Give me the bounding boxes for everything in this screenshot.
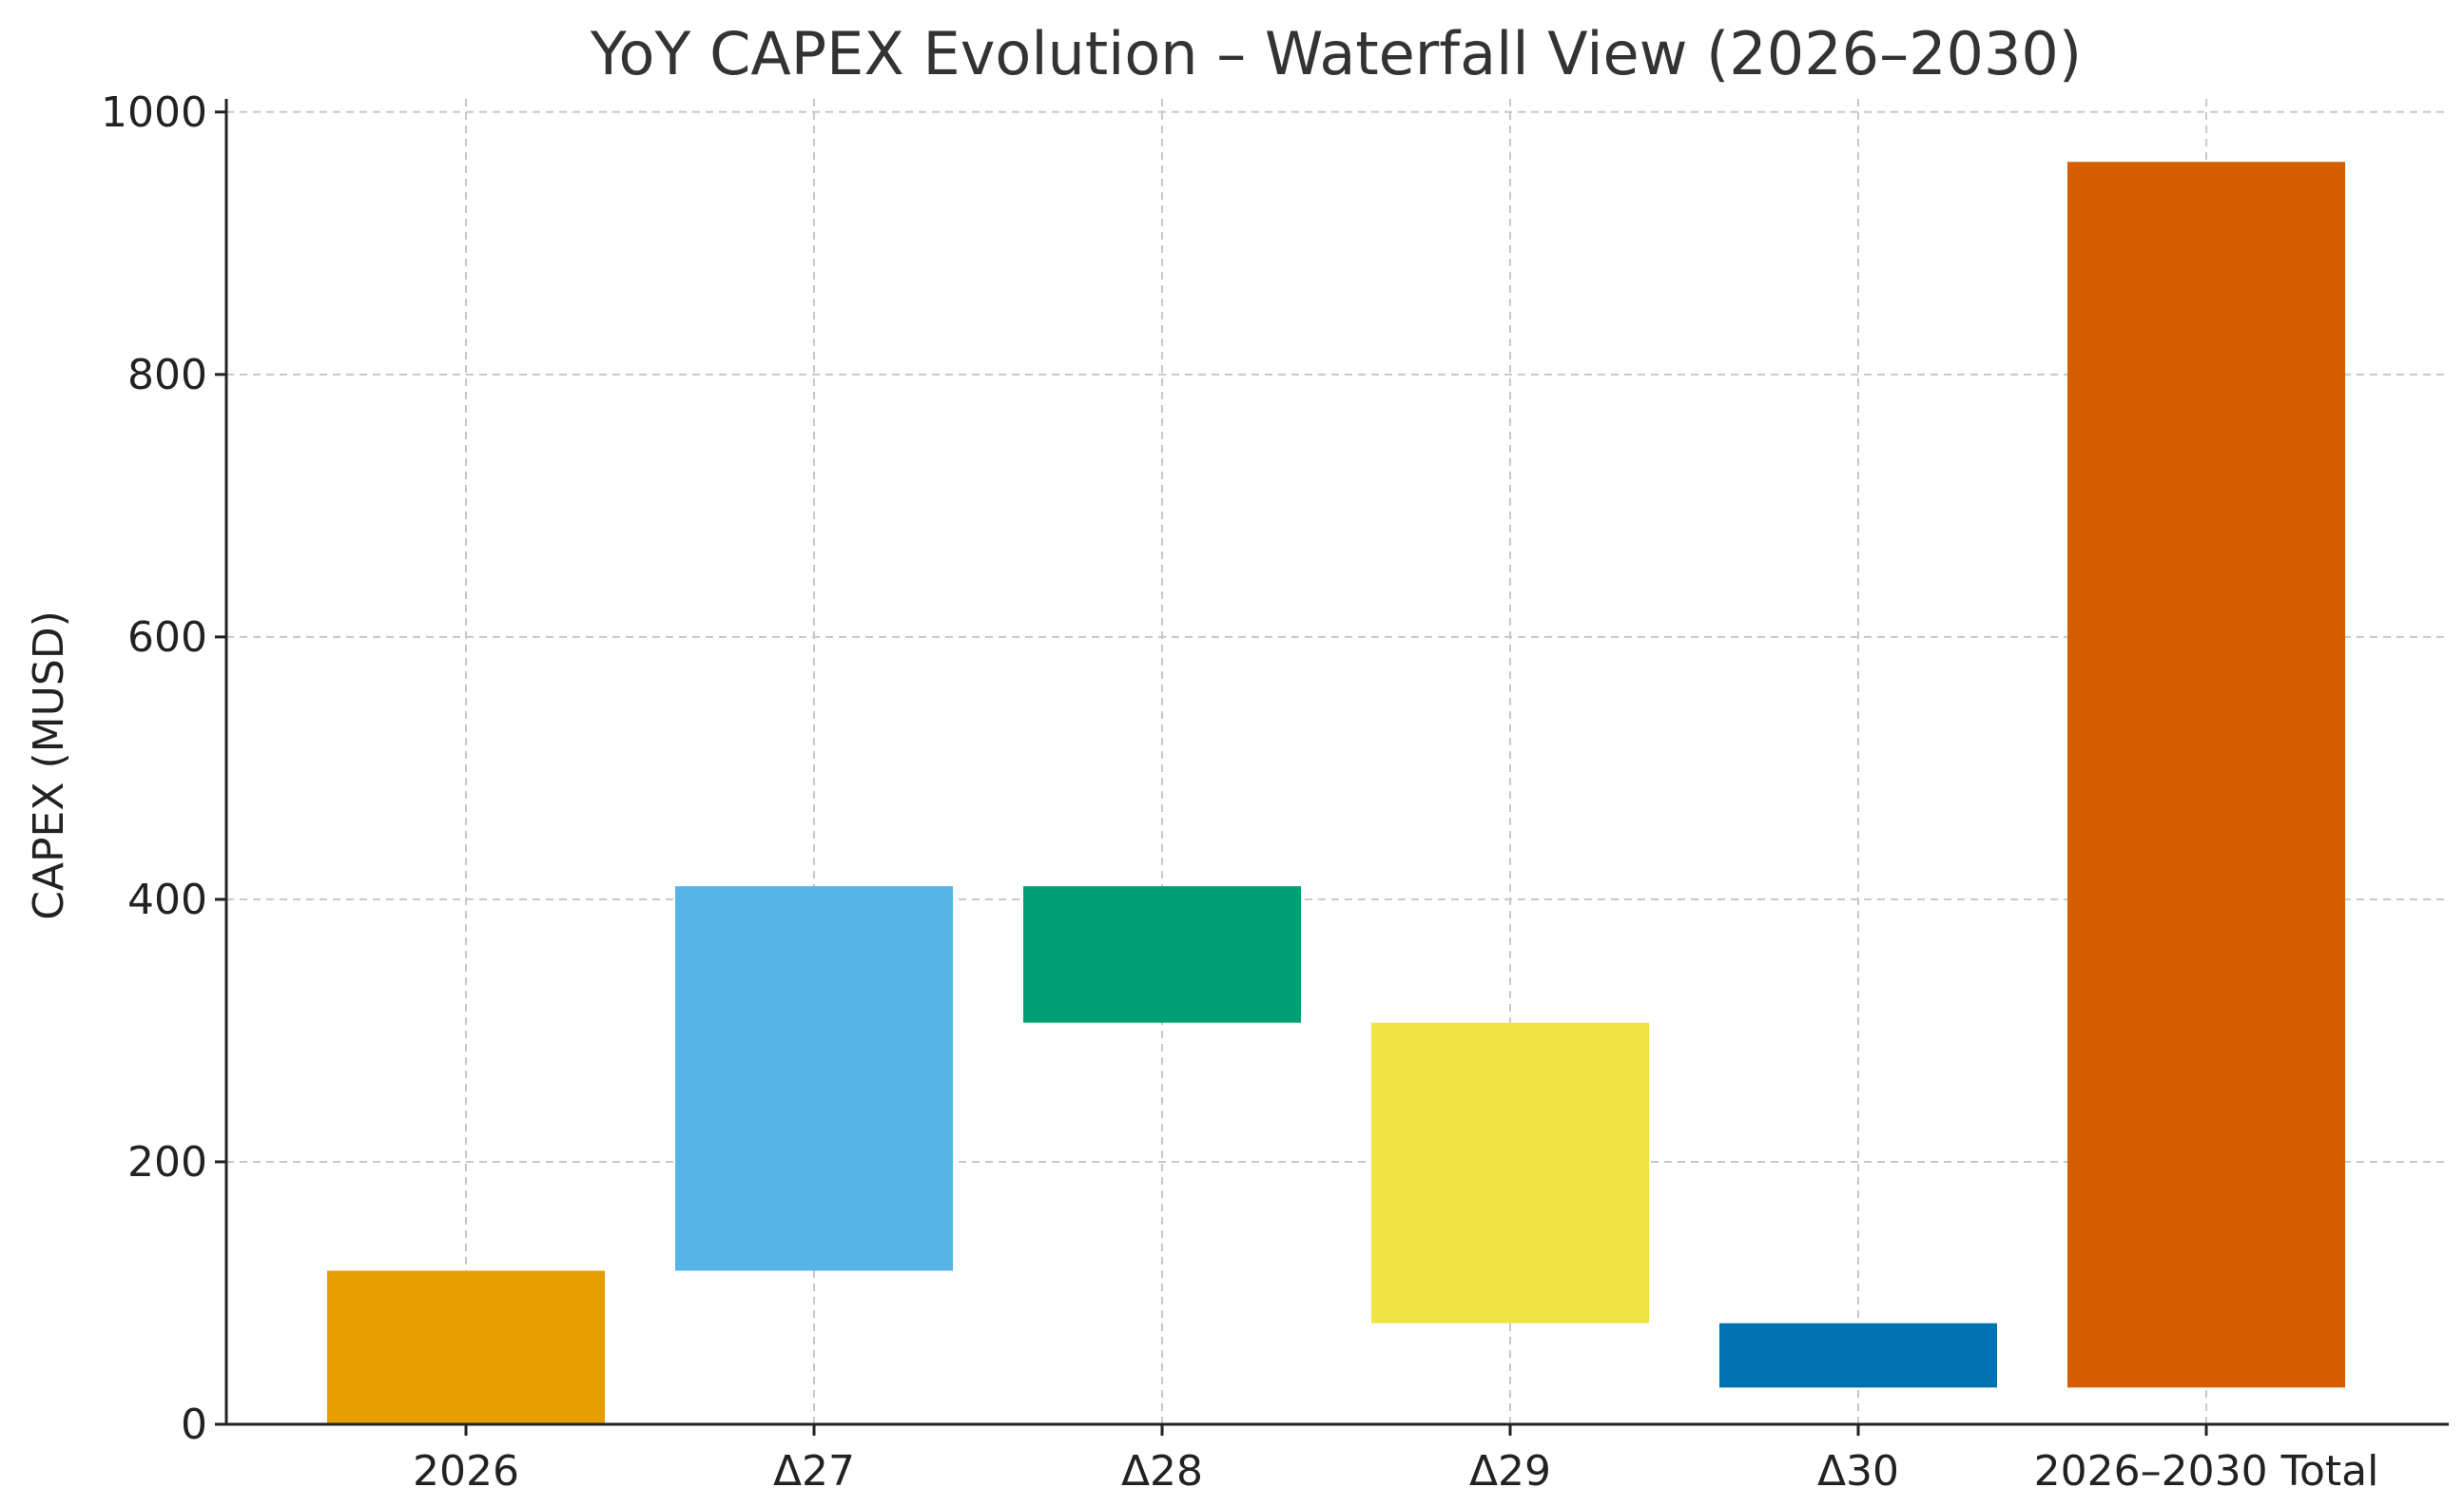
- bar-6: [2067, 162, 2345, 1388]
- bars-layer: [327, 162, 2345, 1424]
- y-tick-label: 800: [127, 351, 207, 399]
- bar-3: [1023, 886, 1301, 1023]
- y-tick-label: 200: [127, 1138, 207, 1187]
- bar-2: [675, 886, 953, 1271]
- chart-title: YoY CAPEX Evolution – Waterfall View (20…: [590, 19, 2082, 88]
- ticks-layer: 0 200 400 600 800 1000 2026 Δ27 Δ28 Δ29 Δ30 2026–20…: [101, 88, 2378, 1496]
- axes-layer: [224, 99, 2449, 1426]
- x-tick-label: Δ29: [1469, 1447, 1551, 1496]
- bar-5: [1719, 1323, 1997, 1388]
- x-tick-label: 2026: [413, 1447, 519, 1496]
- y-tick-label: 0: [181, 1401, 207, 1449]
- x-tick-label: Δ27: [773, 1447, 855, 1496]
- bar-4: [1371, 1022, 1649, 1323]
- x-tick-label: 2026–2030 Total: [2034, 1447, 2379, 1496]
- y-tick-label: 1000: [101, 88, 207, 137]
- y-tick-label: 400: [127, 876, 207, 924]
- x-tick-label: Δ28: [1121, 1447, 1203, 1496]
- y-axis-label: CAPEX (MUSD): [25, 610, 73, 920]
- bar-1: [327, 1270, 605, 1424]
- x-tick-label: Δ30: [1817, 1447, 1899, 1496]
- y-tick-label: 600: [127, 613, 207, 662]
